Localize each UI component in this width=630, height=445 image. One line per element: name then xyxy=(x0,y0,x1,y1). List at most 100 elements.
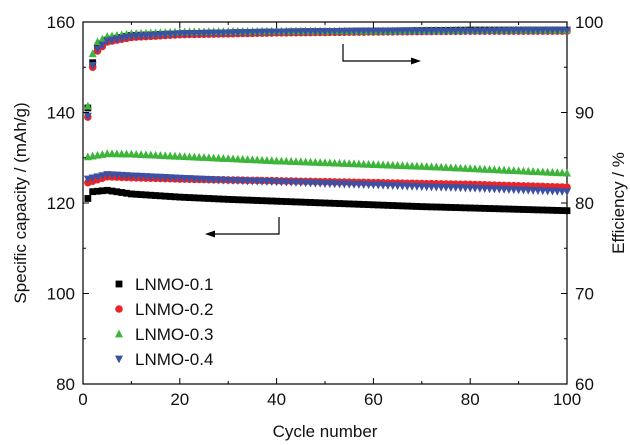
legend-marker xyxy=(115,280,123,288)
capacity-point xyxy=(394,202,401,210)
capacity-point xyxy=(563,207,571,215)
y-tick-label: 80 xyxy=(56,375,75,394)
legend-marker xyxy=(115,329,123,338)
capacity-point xyxy=(520,206,527,213)
capacity-point xyxy=(278,197,285,205)
capacity-point xyxy=(234,196,242,204)
capacity-point xyxy=(505,205,513,213)
legend-label: LNMO-0.2 xyxy=(135,300,213,319)
series-LNMO-0.4 xyxy=(83,26,571,197)
capacity-point xyxy=(340,200,348,208)
capacity-point xyxy=(534,206,542,214)
capacity-point xyxy=(273,197,280,205)
capacity-point xyxy=(98,172,107,181)
y-tick-label: 140 xyxy=(47,104,75,123)
capacity-point xyxy=(249,196,256,204)
capacity-point xyxy=(553,207,561,214)
capacity-point xyxy=(147,191,155,199)
capacity-point xyxy=(491,205,498,213)
capacity-point xyxy=(539,206,547,214)
capacity-point xyxy=(137,191,145,198)
capacity-point xyxy=(423,203,431,211)
capacity-point xyxy=(132,190,140,198)
x-tick-label: 20 xyxy=(170,390,189,409)
capacity-point xyxy=(166,193,174,200)
capacity-point xyxy=(311,199,319,207)
capacity-point xyxy=(321,199,329,207)
capacity-point xyxy=(244,196,251,204)
legend-marker xyxy=(115,305,123,313)
efficiency-point xyxy=(108,36,117,45)
capacity-point xyxy=(263,197,271,205)
capacity-point xyxy=(123,189,130,197)
series-LNMO-0.3 xyxy=(83,25,571,177)
capacity-point xyxy=(157,192,164,200)
x-tick-label: 60 xyxy=(364,390,383,409)
capacity-point xyxy=(457,204,464,212)
y-axis-title: Specific capacity / (mAh/g) xyxy=(11,102,30,303)
capacity-point xyxy=(529,206,537,214)
capacity-point xyxy=(389,202,397,209)
capacity-point xyxy=(103,186,111,194)
capacity-point xyxy=(307,199,314,206)
capacity-point xyxy=(524,206,532,214)
x-tick-label: 40 xyxy=(267,390,286,409)
capacity-point xyxy=(253,197,261,204)
efficiency-point xyxy=(563,26,571,35)
capacity-point xyxy=(93,173,102,182)
efficiency-point xyxy=(122,33,131,42)
capacity-point xyxy=(495,205,503,213)
capacity-point xyxy=(326,199,334,207)
capacity-point xyxy=(563,188,571,197)
capacity-point xyxy=(287,198,295,206)
capacity-point xyxy=(282,198,290,205)
capacity-point xyxy=(374,201,382,209)
capacity-point xyxy=(171,193,179,201)
capacity-point xyxy=(186,194,193,201)
capacity-point xyxy=(510,205,518,213)
capacity-point xyxy=(128,190,135,198)
capacity-point xyxy=(360,201,368,208)
capacity-point xyxy=(219,195,227,203)
capacity-point xyxy=(437,203,445,211)
capacity-point xyxy=(481,204,489,212)
capacity-point xyxy=(292,198,300,206)
capacity-point xyxy=(176,193,184,201)
capacity-point xyxy=(94,187,101,195)
x-tick-label: 100 xyxy=(553,390,581,409)
capacity-point xyxy=(563,168,571,177)
y-tick-label: 100 xyxy=(47,285,75,304)
efficiency-point xyxy=(83,101,92,110)
legend-label: LNMO-0.1 xyxy=(135,275,213,294)
capacity-point xyxy=(224,195,232,203)
efficiency-arrowhead xyxy=(411,57,421,65)
capacity-point xyxy=(108,187,116,195)
y2-axis-title: Efficiency / % xyxy=(609,152,628,254)
capacity-point xyxy=(432,203,440,211)
efficiency-point xyxy=(83,112,92,121)
efficiency-point xyxy=(98,34,107,43)
capacity-point xyxy=(447,204,455,211)
capacity-point xyxy=(205,195,213,202)
capacity-point xyxy=(544,206,552,214)
efficiency-point xyxy=(88,49,97,58)
capacity-point xyxy=(466,204,474,212)
efficiency-arrow xyxy=(342,44,415,62)
capacity-point xyxy=(471,204,479,212)
y2-tick-label: 100 xyxy=(575,13,603,32)
capacity-point xyxy=(336,200,343,207)
capacity-point xyxy=(229,196,237,203)
capacity-point xyxy=(84,195,92,202)
capacity-point xyxy=(181,193,189,201)
capacity-point xyxy=(408,202,416,210)
capacity-point xyxy=(350,200,358,208)
y-tick-label: 160 xyxy=(47,13,75,32)
x-tick-label: 80 xyxy=(461,390,480,409)
capacity-point xyxy=(442,203,450,211)
capacity-point xyxy=(558,207,566,214)
capacity-point xyxy=(452,204,460,211)
capacity-point xyxy=(258,197,266,205)
capacity-point xyxy=(316,199,324,207)
capacity-point xyxy=(239,196,247,204)
